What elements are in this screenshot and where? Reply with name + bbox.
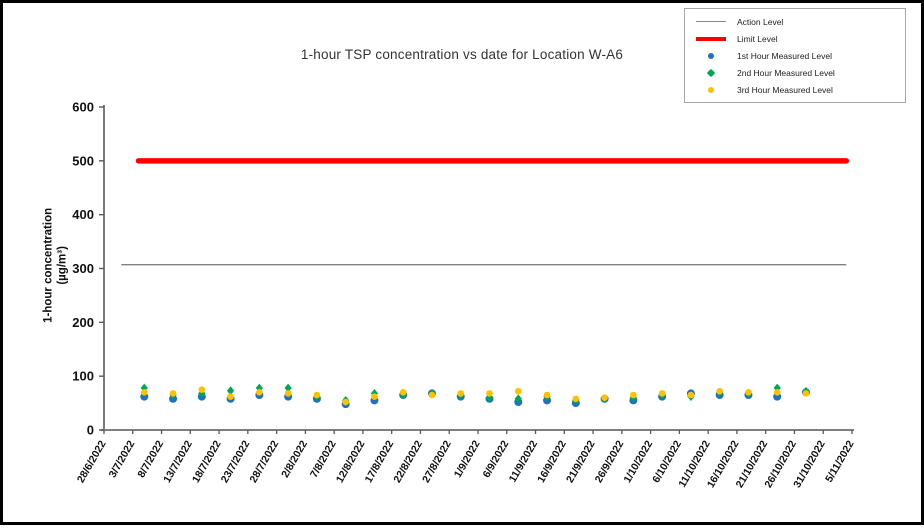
legend-item-limit-level: Limit Level [685,31,905,47]
plot-area: 0 100 200 300 400 500 600 28/6/20223/7/20228/7/… [72,100,857,491]
svg-text:7/8/2022: 7/8/2022 [308,438,339,480]
legend-item-1st-hour: 1st Hour Measured Level [685,48,905,64]
svg-text:5/11/2022: 5/11/2022 [823,438,857,484]
legend-label: 3rd Hour Measured Level [737,84,833,95]
svg-text:500: 500 [72,153,94,168]
svg-text:0: 0 [87,423,94,438]
limit-level-line-icon [685,36,737,41]
legend-label: Action Level [737,16,784,27]
y-tick-labels: 0 100 200 300 400 500 600 [72,100,104,438]
svg-text:100: 100 [72,369,94,384]
svg-text:200: 200 [72,315,94,330]
legend-item-action-level: Action Level [685,14,905,30]
chart-title: 1-hour TSP concentration vs date for Loc… [300,47,624,62]
legend-item-3rd-hour: 3rd Hour Measured Level [685,82,905,98]
series-points-3 [140,386,810,406]
svg-text:27/8/2022: 27/8/2022 [420,438,454,485]
yellow-dot-icon [685,86,737,93]
legend-label: 1st Hour Measured Level [737,50,832,61]
svg-text:300: 300 [72,261,94,276]
svg-text:600: 600 [72,100,94,115]
axes [101,105,854,431]
svg-text:28/7/2022: 28/7/2022 [247,438,281,485]
svg-text:400: 400 [72,207,94,222]
svg-text:1/9/2022: 1/9/2022 [452,438,483,480]
svg-text:8/7/2022: 8/7/2022 [135,438,166,480]
legend-label: 2nd Hour Measured Level [737,67,835,78]
svg-text:6/9/2022: 6/9/2022 [481,438,512,480]
svg-text:28/6/2022: 28/6/2022 [75,438,109,485]
x-tick-labels: 28/6/20223/7/20228/7/202213/7/202218/7/2… [75,430,857,490]
series-points-2 [140,383,810,405]
series-points-1 [140,388,810,409]
legend: Action Level Limit Level 1st Hour Measur… [684,8,906,103]
blue-dot-icon [685,52,737,59]
legend-label: Limit Level [737,33,778,44]
legend-item-2nd-hour: 2nd Hour Measured Level [685,65,905,81]
action-level-line-icon [685,21,737,22]
svg-text:3/7/2022: 3/7/2022 [107,438,138,480]
svg-text:2/8/2022: 2/8/2022 [279,438,310,480]
